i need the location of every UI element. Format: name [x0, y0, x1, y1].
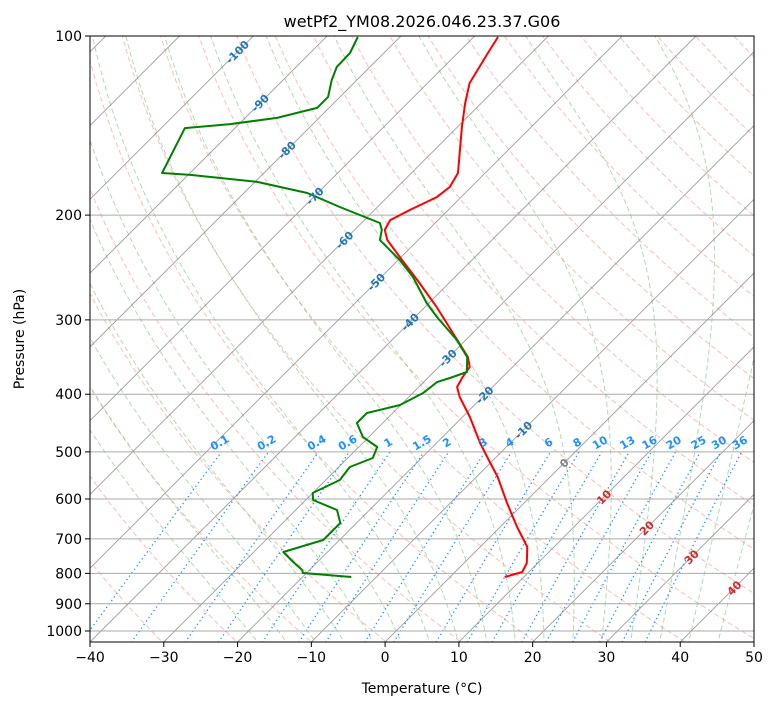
y-tick-label: 400: [55, 387, 82, 403]
isotherm-line: [90, 36, 476, 422]
isotherm-line: [310, 198, 754, 642]
x-tick-label: 20: [524, 650, 542, 666]
mixing-ratio-line: [599, 451, 701, 642]
isotherm-line: [531, 419, 754, 642]
mixing-ratio-line: [466, 451, 580, 642]
dry-adiabat-line: [503, 36, 754, 298]
y-tick-label: 1000: [46, 624, 82, 640]
y-axis-label: Pressure (hPa): [12, 289, 28, 389]
y-tick-label: 600: [55, 492, 82, 508]
chart-title: wetPf2_YM08.2026.046.23.37.G06: [284, 12, 561, 32]
isotherm-line: [90, 36, 697, 642]
dry-adiabat-line: [465, 36, 754, 338]
x-tick-label: 30: [598, 650, 616, 666]
dry-adiabat-line: [198, 36, 754, 640]
mixing-ratio-line: [261, 451, 391, 642]
moist-adiabat-line: [92, 36, 431, 642]
moist-adiabat-line: [90, 429, 259, 642]
dewpoint-profile-line: [161, 36, 469, 578]
isotherm-line: [90, 36, 550, 496]
profiles: [161, 36, 529, 578]
y-tick-label: 300: [55, 313, 82, 329]
y-axis: 100 200 300 400 500 600 700 800 900 1000: [46, 29, 90, 640]
x-axis: −40 −30 −20 −10 0 10 20 30 40 50: [75, 642, 763, 666]
isotherm-line: [605, 493, 754, 642]
dry-adiabat-line: [236, 36, 754, 594]
x-tick-label: 50: [745, 650, 763, 666]
x-tick-label: 40: [671, 650, 689, 666]
isotherm-line: [458, 346, 754, 642]
dry-adiabat-line: [389, 36, 754, 421]
x-tick-label: 10: [450, 650, 468, 666]
mixing-ratio-line: [217, 451, 350, 642]
mixing-ratio-line: [571, 451, 677, 642]
isotherm-line: [90, 36, 255, 201]
x-axis-label: Temperature (°C): [361, 681, 483, 697]
x-tick-label: 0: [381, 650, 390, 666]
x-tick-label: −20: [223, 650, 253, 666]
isotherm-line: [90, 36, 402, 348]
y-tick-label: 800: [55, 566, 82, 582]
isotherm-line: [90, 36, 328, 274]
mixing-ratio-line: [491, 451, 603, 642]
x-tick-label: −30: [149, 650, 179, 666]
y-tick-label: 100: [55, 29, 82, 45]
mixing-ratio-line: [364, 451, 486, 642]
y-tick-label: 500: [55, 445, 82, 461]
isotherm-line: [384, 272, 754, 642]
x-tick-label: −10: [297, 650, 327, 666]
mixing-ratio-line: [621, 451, 722, 642]
dry-adiabat-line: [274, 36, 754, 550]
x-tick-label: −40: [75, 650, 105, 666]
mixing-ratio-line: [521, 451, 630, 642]
isotherm-line: [163, 51, 754, 642]
y-tick-label: 700: [55, 532, 82, 548]
mixing-ratio-line: [644, 451, 743, 642]
y-tick-label: 200: [55, 208, 82, 224]
dry-adiabat-line: [312, 36, 754, 507]
plot-frame: [89, 35, 755, 643]
y-tick-label: 900: [55, 597, 82, 613]
isotherm-line: [90, 36, 623, 569]
mixing-ratio-line: [90, 451, 223, 632]
dry-adiabat-line: [90, 58, 537, 642]
moist-adiabat-line: [90, 385, 288, 642]
isotherm-line: [236, 124, 754, 642]
pressure-grid: [90, 36, 754, 632]
mixing-ratio-line: [545, 451, 652, 642]
temperature-profile-line: [383, 36, 529, 578]
